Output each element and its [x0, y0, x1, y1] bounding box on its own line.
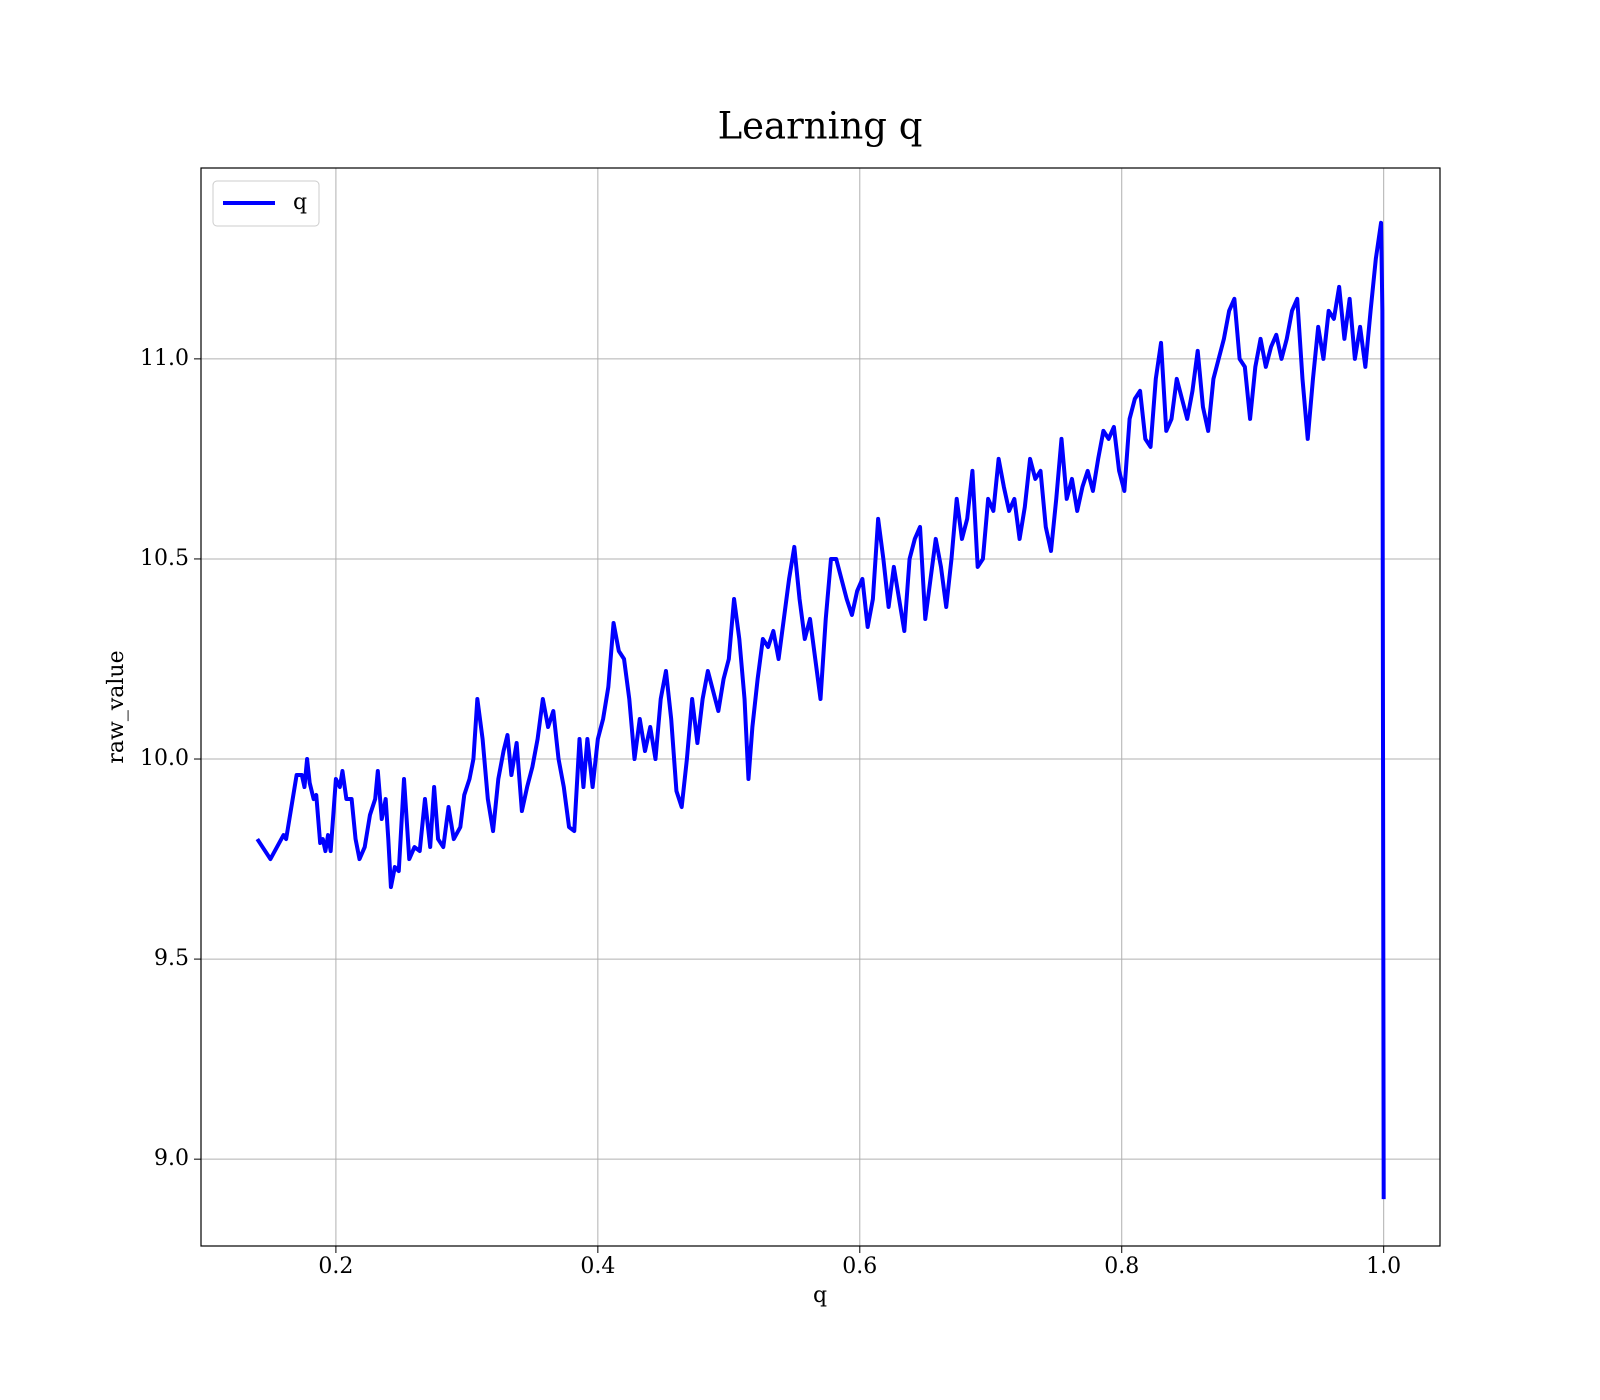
x-axis-label: q [813, 1283, 827, 1308]
data-line [255, 220, 1386, 1200]
y-axis-label: raw_value [104, 650, 129, 763]
x-tick-label: 0.8 [1104, 1254, 1139, 1279]
y-tick-label: 9.5 [154, 946, 189, 971]
y-tick-label: 9.0 [154, 1146, 189, 1171]
x-tick-label: 1.0 [1366, 1254, 1401, 1279]
y-tick-label: 10.5 [140, 546, 189, 571]
x-tick-label: 0.2 [318, 1254, 353, 1279]
y-tick-label: 11.0 [140, 346, 189, 371]
x-tick-label: 0.4 [580, 1254, 615, 1279]
y-tick-label: 10.0 [140, 746, 189, 771]
x-tick-label: 0.6 [842, 1254, 877, 1279]
legend: q [212, 180, 320, 227]
chart-title: Learning q [718, 105, 923, 148]
legend-label: q [293, 190, 307, 215]
plot-frame [200, 167, 1441, 1247]
